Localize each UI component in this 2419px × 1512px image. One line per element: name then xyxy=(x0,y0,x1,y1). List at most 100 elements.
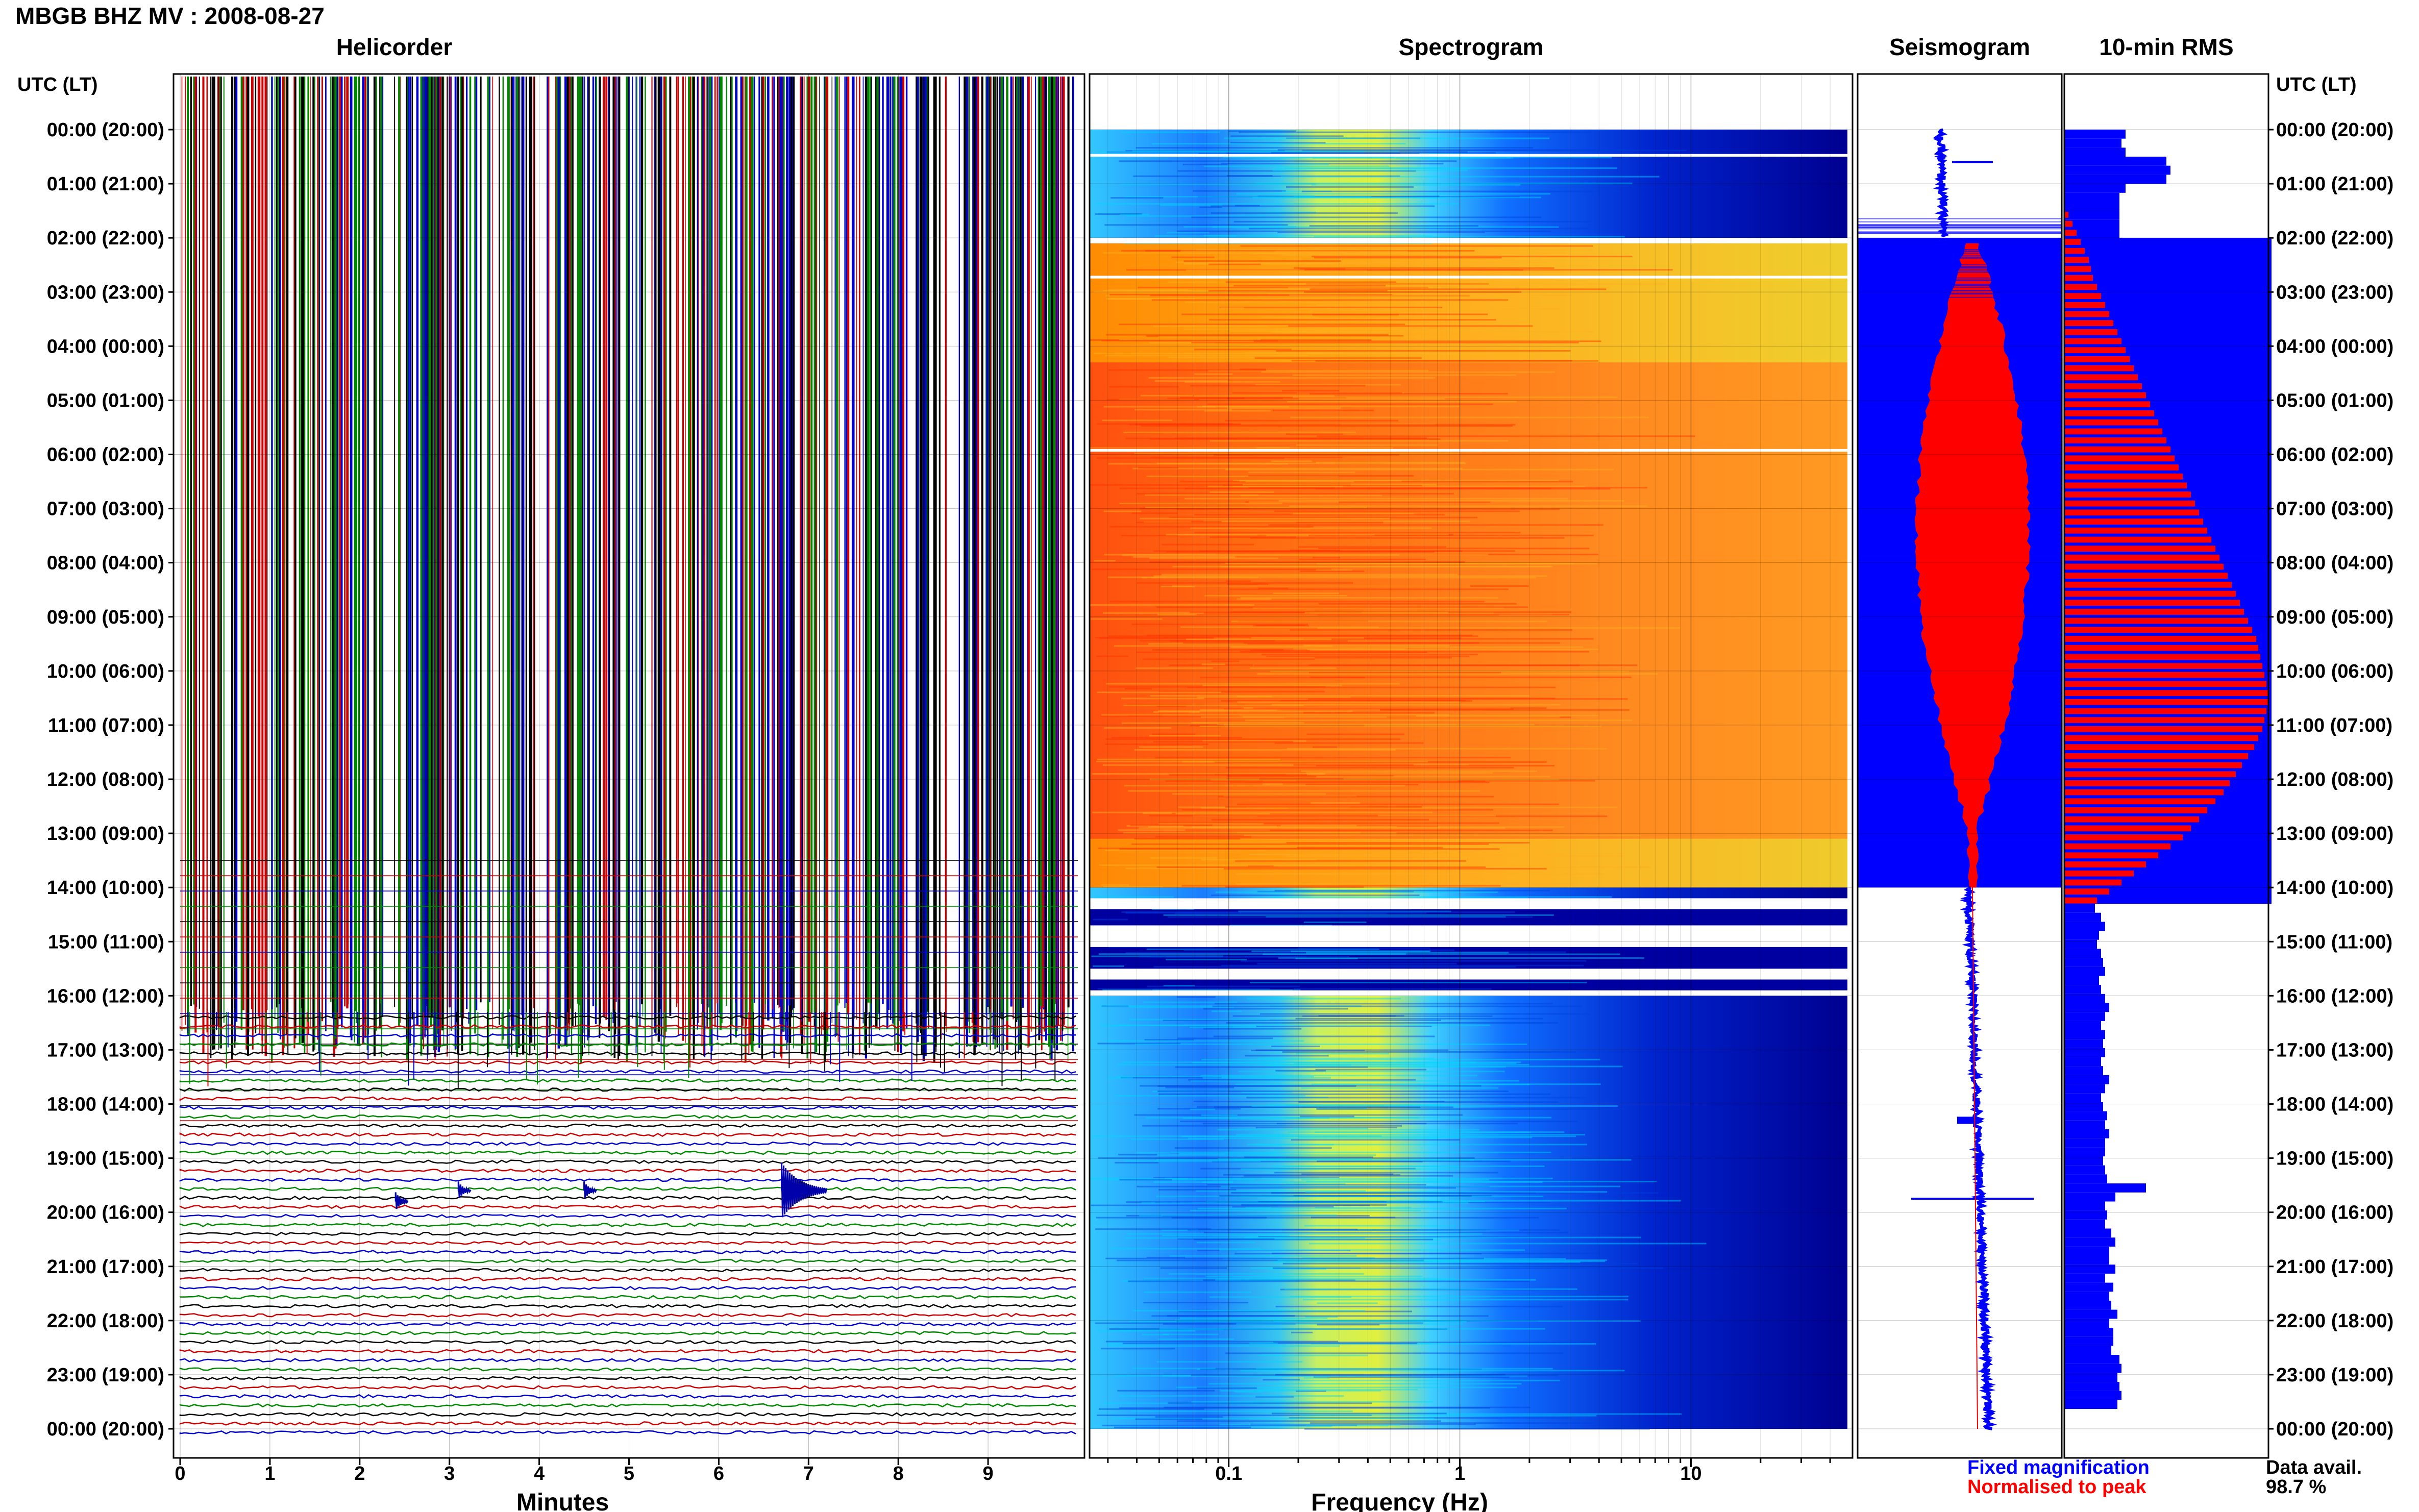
spectrogram-streak xyxy=(1236,193,1550,195)
time-axis-header-right: UTC (LT) xyxy=(2276,74,2357,95)
spectrogram-streak xyxy=(1091,1204,1370,1206)
spectrogram-streak xyxy=(1129,424,1516,426)
spectrogram-streak xyxy=(1133,175,1400,177)
spectrogram-streak xyxy=(1144,1277,1454,1279)
spectrogram-streak xyxy=(1218,1158,1372,1160)
spectrogram-streak xyxy=(1303,638,1594,640)
spectrogram-streak xyxy=(1143,658,1315,660)
rms-normalised-bar xyxy=(2064,744,2254,750)
minute-tick-label: 9 xyxy=(983,1463,994,1484)
spectrogram-streak xyxy=(1180,1121,1577,1123)
spectrogram-streak xyxy=(1289,294,1572,296)
spectrogram-streak xyxy=(1108,1345,1340,1347)
spectrogram-streak xyxy=(1121,534,1267,536)
spectrogram-streak xyxy=(1223,1174,1401,1176)
spectrogram-streak xyxy=(1167,232,1210,234)
rms-normalised-bar xyxy=(2064,555,2219,561)
spectrogram-streak xyxy=(1245,1207,1271,1209)
spectrogram-streak xyxy=(1115,1095,1305,1097)
spectrogram-streak xyxy=(1105,850,1457,851)
spectrogram-streak xyxy=(1134,1044,1527,1045)
spectrogram-streak xyxy=(1138,286,1428,288)
spectrogram-streak xyxy=(1184,263,1371,265)
spectrogram-streak xyxy=(1225,562,1574,564)
spectrogram-streak xyxy=(1266,655,1470,657)
rms-normalised-bar xyxy=(2064,212,2068,218)
spectrogram-streak xyxy=(1171,1217,1539,1219)
rms-normalised-bar xyxy=(2064,681,2266,687)
spectrogram-streak xyxy=(1144,522,1296,523)
spectrogram-streak xyxy=(1132,467,1463,469)
spectrogram-streak xyxy=(1091,955,1223,957)
rms-normalised-bar xyxy=(2064,491,2191,498)
helicorder-panel xyxy=(179,77,1078,1435)
spectrogram-streak xyxy=(1095,1322,1423,1324)
time-label-left: 01:00 (21:00) xyxy=(47,173,164,195)
spectrogram-streak xyxy=(1201,859,1317,861)
time-label-right: 22:00 (18:00) xyxy=(2276,1310,2393,1332)
spectrogram-streak xyxy=(1126,215,1266,217)
time-label-right: 07:00 (03:00) xyxy=(2276,499,2393,520)
rms-normalised-bar xyxy=(2064,383,2142,389)
spectrogram-streak xyxy=(1177,1037,1273,1039)
spectrogram-streak xyxy=(1183,226,1296,228)
spectrogram-streak xyxy=(1248,487,1647,489)
spectrogram-streak xyxy=(1163,985,1195,987)
spectrogram-streak xyxy=(1212,1010,1242,1012)
spectrogram-streak xyxy=(1196,1242,1255,1244)
spectrogram-streak xyxy=(1204,1231,1568,1233)
spectrogram-streak xyxy=(1190,725,1365,727)
spectrogram-streak xyxy=(1253,707,1546,709)
spectrogram-streak xyxy=(1146,1256,1185,1258)
spectrogram-streak xyxy=(1250,649,1310,651)
spectrogram-streak xyxy=(1270,330,1428,332)
rms-panel xyxy=(2064,130,2272,1409)
spectrogram-streak xyxy=(1156,866,1486,868)
spectrogram-streak xyxy=(1201,663,1225,665)
axes-layer xyxy=(168,73,2274,1467)
spectrogram-streak xyxy=(1149,561,1465,563)
rms-fixed-bar xyxy=(2064,175,2166,184)
spectrogram-streak xyxy=(1281,709,1349,711)
spectrogram-streak xyxy=(1204,698,1556,700)
spectrogram-streak xyxy=(1233,220,1592,222)
rms-normalised-bar xyxy=(2064,509,2199,516)
rms-fixed-bar xyxy=(2064,1201,2105,1211)
spectrogram-streak xyxy=(1118,324,1405,326)
spectrogram-streak xyxy=(1126,269,1523,271)
spectrogram-streak xyxy=(1121,698,1463,700)
spectrogram-streak xyxy=(1167,281,1528,283)
spectrogram-streak xyxy=(1235,1159,1632,1161)
spectrogram-streak xyxy=(1176,996,1216,998)
rms-normalised-bar xyxy=(2064,437,2166,443)
spectrogram-streak xyxy=(1149,814,1378,816)
rms-fixed-bar xyxy=(2064,931,2099,940)
spectrogram-gap xyxy=(1090,990,1847,996)
spectrogram-streak xyxy=(1143,1302,1248,1304)
rms-fixed-bar xyxy=(2064,1174,2107,1184)
spectrogram-streak xyxy=(1150,438,1441,440)
spectrogram-streak xyxy=(1188,1137,1439,1139)
rms-normalised-bar xyxy=(2064,347,2126,353)
time-label-right: 01:00 (21:00) xyxy=(2276,173,2393,195)
spectrogram-streak xyxy=(1119,1179,1172,1181)
spectrogram-streak xyxy=(1310,288,1607,290)
frequency-tick-label: 10 xyxy=(1680,1463,1701,1484)
spectrogram-streak xyxy=(1156,705,1186,707)
spectrogram-streak xyxy=(1248,501,1339,503)
spectrogram-streak xyxy=(1240,651,1589,653)
spectrogram-streak xyxy=(1194,532,1521,534)
spectrogram-streak xyxy=(1119,503,1282,505)
spectrogram-streak xyxy=(1227,583,1268,585)
spectrogram-streak xyxy=(1226,153,1401,155)
spectrogram-streak xyxy=(1302,150,1687,152)
spectrogram-streak xyxy=(1157,1108,1241,1110)
spectrogram-streak xyxy=(1158,1338,1234,1340)
spectrogram-streak xyxy=(1281,176,1660,178)
rms-fixed-bar xyxy=(2064,165,2170,175)
spectrogram-streak xyxy=(1115,1162,1159,1163)
spectrogram-streak xyxy=(1122,554,1400,556)
spectrogram-streak xyxy=(1275,1374,1505,1376)
spectrogram-streak xyxy=(1104,1179,1255,1181)
rms-normalised-bar xyxy=(2064,329,2117,335)
